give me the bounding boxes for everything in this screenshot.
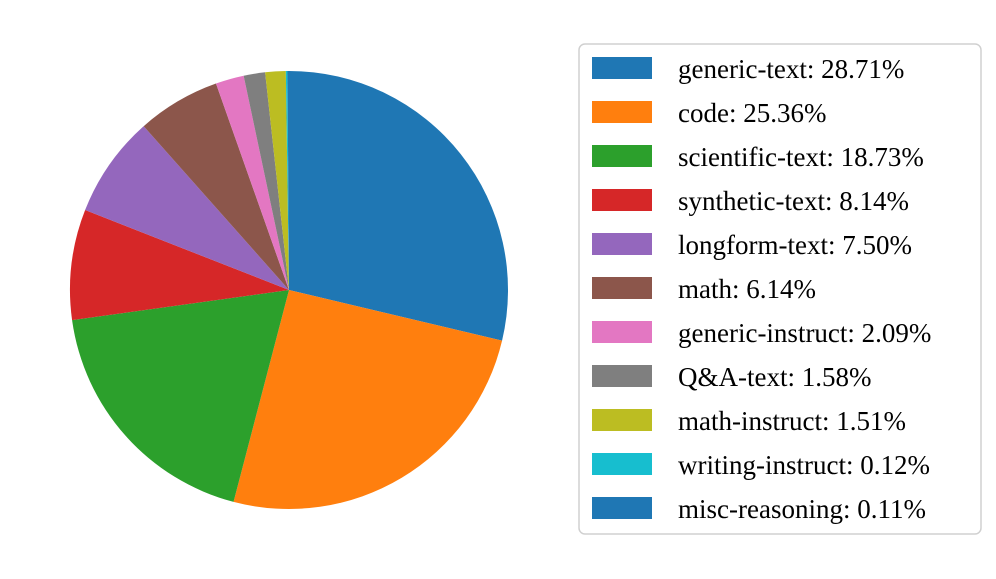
legend-items: generic-text: 28.71% code: 25.36% scientif… [592, 54, 931, 524]
legend-label-0: generic-text: 28.71% [678, 54, 904, 84]
legend-swatch-9 [592, 453, 652, 475]
legend-label-7: Q&A-text: 1.58% [678, 362, 871, 392]
legend-swatch-1 [592, 101, 652, 123]
legend-swatch-3 [592, 189, 652, 211]
legend-label-5: math: 6.14% [678, 274, 816, 304]
pie-slice-3 [70, 210, 289, 321]
pie-slice-2 [72, 290, 289, 502]
legend: generic-text: 28.71% code: 25.36% scientif… [578, 43, 982, 535]
pie-slice-9 [285, 71, 289, 290]
legend-frame [578, 43, 982, 535]
legend-label-6: generic-instruct: 2.09% [678, 318, 931, 348]
legend-swatch-10 [592, 497, 652, 519]
pie-slice-6 [215, 75, 289, 290]
legend-label-10: misc-reasoning: 0.11% [678, 494, 926, 524]
pie-slices [70, 71, 509, 510]
legend-label-2: scientific-text: 18.73% [678, 142, 924, 172]
legend-label-1: code: 25.36% [678, 98, 826, 128]
legend-swatch-7 [592, 365, 652, 387]
legend-swatch-5 [592, 277, 652, 299]
legend-swatch-6 [592, 321, 652, 343]
legend-swatch-4 [592, 233, 652, 255]
legend-label-3: synthetic-text: 8.14% [678, 186, 909, 216]
legend-swatch-8 [592, 409, 652, 431]
legend-swatch-2 [592, 145, 652, 167]
legend-label-4: longform-text: 7.50% [678, 230, 912, 260]
pie-slice-0 [289, 71, 509, 341]
pie-slice-7 [243, 72, 289, 290]
pie-slice-10 [287, 71, 289, 290]
pie-slice-1 [233, 290, 503, 510]
legend-label-8: math-instruct: 1.51% [678, 406, 906, 436]
pie-slice-4 [85, 126, 290, 290]
pie-slice-8 [265, 71, 289, 291]
legend-swatch-0 [592, 57, 652, 79]
legend-label-9: writing-instruct: 0.12% [678, 450, 930, 480]
pie-slice-5 [143, 83, 289, 290]
